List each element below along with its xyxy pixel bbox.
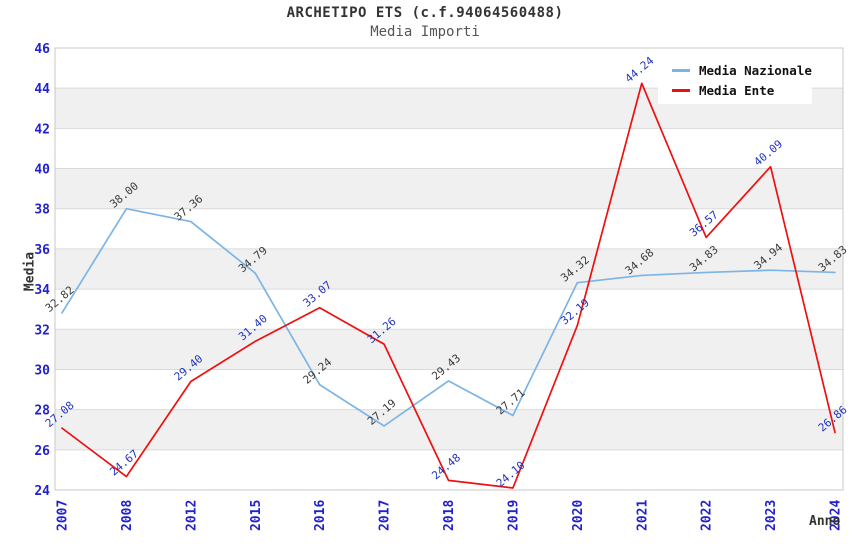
data-label: 44.24	[623, 54, 657, 85]
y-tick-label: 26	[34, 444, 50, 459]
data-label: 24.10	[494, 459, 528, 490]
legend-item-media-ente: Media Ente	[658, 83, 812, 98]
y-tick-label: 30	[34, 363, 50, 378]
y-axis-title: Media	[22, 251, 38, 292]
x-axis-title: Anno	[809, 514, 841, 529]
x-tick-label: 2023	[764, 500, 779, 531]
y-tick-label: 46	[34, 42, 50, 57]
x-tick-label: 2008	[120, 500, 135, 531]
y-tick-label: 24	[34, 484, 50, 499]
plot-band	[55, 248, 843, 290]
data-label: 40.09	[751, 137, 785, 168]
x-tick-label: 2022	[700, 500, 715, 531]
y-tick-label: 38	[34, 203, 50, 218]
x-tick-label: 2015	[249, 500, 264, 531]
y-tick-label: 44	[34, 82, 50, 97]
legend-swatch-media-ente	[672, 88, 690, 92]
legend: Media Nazionale Media Ente	[658, 56, 812, 104]
x-tick-label: 2017	[378, 500, 393, 531]
chart-title: ARCHETIPO ETS (c.f.94064560488)	[286, 5, 564, 21]
y-tick-label: 32	[34, 323, 50, 338]
plot-band	[55, 329, 843, 370]
x-tick-label: 2024	[829, 500, 844, 531]
data-label: 36.57	[687, 208, 721, 239]
y-tick-label: 42	[34, 122, 50, 137]
x-tick-label: 2021	[635, 500, 650, 531]
plot-band	[55, 168, 843, 209]
plot-band	[55, 409, 843, 450]
legend-swatch-media-nazionale	[672, 68, 690, 72]
legend-item-media-nazionale: Media Nazionale	[658, 63, 812, 78]
x-tick-label: 2018	[442, 500, 457, 531]
y-tick-label: 36	[34, 243, 50, 258]
x-tick-label: 2019	[506, 500, 521, 531]
series-line-media-ente	[61, 82, 836, 489]
legend-label-media-nazionale: Media Nazionale	[699, 62, 812, 78]
x-tick-label: 2016	[313, 500, 328, 531]
x-tick-label: 2007	[56, 500, 71, 531]
y-tick-label: 40	[34, 163, 50, 178]
x-tick-label: 2012	[184, 500, 199, 531]
data-label: 24.48	[429, 451, 463, 482]
y-tick-label: 28	[34, 404, 50, 419]
legend-label-media-ente: Media Ente	[699, 82, 775, 98]
chart-subtitle: Media Importi	[370, 24, 480, 40]
series-line-media-nazionale	[61, 207, 836, 427]
plot-border	[54, 47, 844, 491]
x-tick-label: 2020	[571, 500, 586, 531]
y-tick-label: 34	[34, 283, 50, 298]
